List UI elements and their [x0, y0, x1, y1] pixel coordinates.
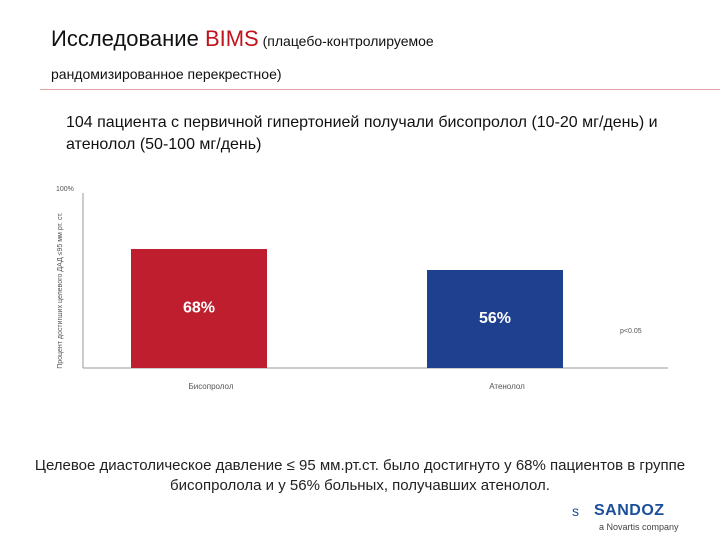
- title-main: Исследование: [51, 26, 205, 51]
- logo-name: SANDOZ: [594, 502, 665, 519]
- study-description: 104 пациента с первичной гипертонией пол…: [66, 114, 658, 153]
- logo-tagline: a Novartis company: [599, 522, 679, 532]
- y-axis-label: Процент достигших целевого ДАД ≤95 мм рт…: [57, 212, 64, 369]
- title-accent: BIMS: [204, 26, 259, 51]
- bar-chart: 100% Процент достигших целевого ДАД ≤95 м…: [56, 186, 668, 391]
- bar-2: [427, 270, 563, 368]
- bar-value-label: 56%: [479, 310, 511, 327]
- sandoz-mark-icon: ѕ: [572, 503, 579, 519]
- sandoz-logo: ѕ SANDOZ a Novartis company: [572, 500, 692, 538]
- y-tick-label: 100%: [56, 186, 74, 193]
- x-tick-label: Бисопролол: [188, 382, 233, 391]
- page-title: Исследование BIMS (плацебо-контролируемо…: [51, 26, 434, 54]
- title-subtitle: (плацебо-контролируемое: [258, 33, 434, 49]
- bar-1: [131, 249, 267, 368]
- x-tick-label: Атенолол: [489, 382, 525, 391]
- title-subtitle-line2: рандомизированное перекрестное): [51, 66, 282, 82]
- title-divider: [40, 89, 720, 90]
- bar-value-label: 68%: [183, 300, 215, 317]
- significance-annotation: p<0.05: [620, 328, 642, 335]
- conclusion-text: Целевое диастолическое давление ≤ 95 мм.…: [34, 457, 686, 494]
